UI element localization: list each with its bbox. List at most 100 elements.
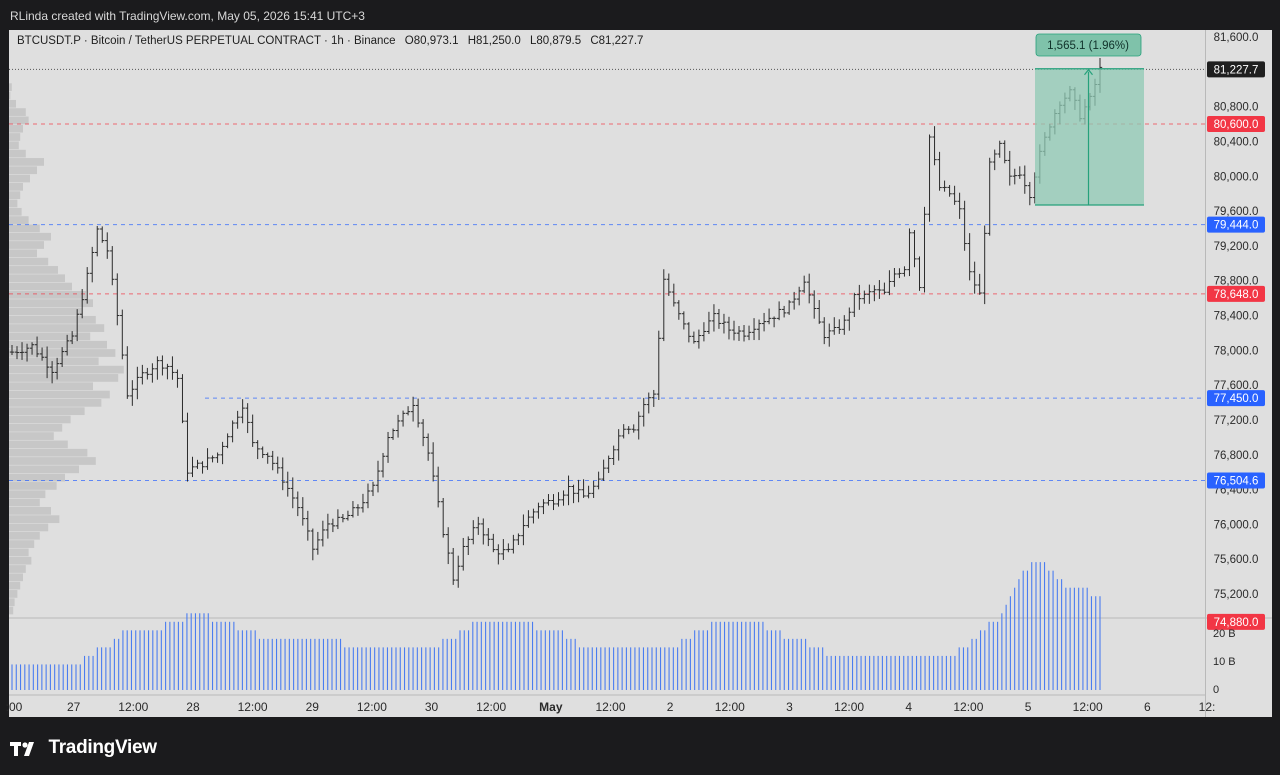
candle xyxy=(661,269,666,342)
candle xyxy=(240,399,245,424)
candle xyxy=(746,325,752,341)
time-tick-label: May xyxy=(539,700,563,714)
candle xyxy=(1007,150,1012,186)
price-tick-label: 78,400.0 xyxy=(1214,311,1259,323)
candle xyxy=(145,367,150,380)
candle xyxy=(912,230,917,268)
candle xyxy=(245,403,250,434)
time-tick-label: 4 xyxy=(905,700,912,714)
candle xyxy=(897,268,902,279)
candle xyxy=(626,426,631,435)
candle xyxy=(852,292,857,318)
volume-profile-bar xyxy=(9,515,60,524)
candle xyxy=(235,410,240,429)
price-tick-label: 79,600.0 xyxy=(1214,206,1259,218)
volume-profile-bar xyxy=(9,232,51,241)
volume-profile-bar xyxy=(9,91,11,100)
volume-profile-bar xyxy=(9,158,44,166)
candle xyxy=(837,319,842,334)
candle xyxy=(651,389,656,407)
candle xyxy=(997,140,1002,158)
candle xyxy=(1012,168,1017,185)
credit-text: RLinda created with TradingView.com, May… xyxy=(10,9,365,23)
candle xyxy=(842,315,847,335)
volume-profile-bar xyxy=(9,507,51,515)
volume-profile-bar xyxy=(9,423,63,432)
volume-axis-label: 10 B xyxy=(1213,656,1236,668)
candle xyxy=(586,485,591,499)
candle xyxy=(180,374,185,424)
candle xyxy=(576,479,581,503)
candle xyxy=(506,543,511,553)
candle xyxy=(616,429,621,461)
measure-box xyxy=(1035,68,1144,205)
volume-profile-bar xyxy=(9,457,96,465)
candle xyxy=(701,322,707,342)
candle xyxy=(731,320,737,341)
candle xyxy=(305,510,311,541)
candle xyxy=(1017,166,1022,179)
candle xyxy=(631,424,636,433)
candle xyxy=(140,364,145,385)
candle xyxy=(796,286,802,306)
level-badge: 77,450.0 xyxy=(1214,393,1259,405)
volume-profile-bar xyxy=(9,598,15,607)
candle xyxy=(817,300,822,324)
candle xyxy=(1002,140,1007,164)
candle xyxy=(420,419,426,447)
candle xyxy=(9,344,15,355)
legend-high: H81,250.0 xyxy=(467,35,521,47)
candle xyxy=(29,342,35,355)
level-badge-bg xyxy=(1207,390,1265,407)
candle xyxy=(681,311,687,330)
volume-profile-bar xyxy=(9,482,57,490)
candle xyxy=(225,433,230,449)
price-tick-label: 78,000.0 xyxy=(1214,345,1259,357)
volume-profile-bar xyxy=(9,590,18,598)
candle xyxy=(320,520,326,547)
volume-profile-bar xyxy=(9,183,23,191)
candle xyxy=(922,206,927,293)
candle xyxy=(295,491,300,517)
candle xyxy=(110,246,115,286)
candle xyxy=(400,410,406,427)
candle xyxy=(425,433,431,461)
candle xyxy=(370,481,376,497)
candle xyxy=(761,312,767,332)
candle xyxy=(300,497,306,526)
time-tick-label: 12:00 xyxy=(476,700,506,714)
candle xyxy=(636,411,641,440)
candle xyxy=(415,398,421,428)
volume-profile-bar xyxy=(9,149,26,158)
time-axis: :00 27 12:00 28 12:00 29 12:00 30 12:00 May 12:00 2… xyxy=(6,694,1215,714)
volume-profile-bar xyxy=(9,440,68,449)
candle xyxy=(791,291,797,310)
candle xyxy=(270,450,275,471)
candle xyxy=(325,513,331,539)
legend-low: L80,879.5 xyxy=(529,35,582,47)
candle xyxy=(330,518,336,533)
time-tick-label: 12:00 xyxy=(834,700,864,714)
time-tick-label: 12:00 xyxy=(715,700,745,714)
volume-profile-bar xyxy=(9,565,26,573)
candle xyxy=(481,518,486,545)
candle xyxy=(215,452,220,463)
candle xyxy=(862,290,867,304)
time-tick-label: 12:00 xyxy=(238,700,268,714)
volume-profile-bar xyxy=(9,540,35,548)
candle xyxy=(39,347,45,361)
chart-pane[interactable] xyxy=(9,30,1205,717)
last-price-badge: 81,227.7 xyxy=(1214,64,1259,76)
price-axis[interactable] xyxy=(1205,30,1272,717)
candle xyxy=(857,284,862,310)
candle xyxy=(360,493,366,513)
candle xyxy=(716,308,722,329)
measure-label-bg xyxy=(1035,33,1142,57)
candle xyxy=(812,290,817,319)
candle xyxy=(19,342,25,360)
volume-profile-bar xyxy=(9,357,99,366)
volume-profile-bar xyxy=(9,365,124,374)
volume-profile-bar xyxy=(9,573,23,582)
symbol-legend: BTCUSDT.P · Bitcoin / TetherUS PERPETUAL… xyxy=(17,35,643,47)
candle xyxy=(355,504,361,516)
